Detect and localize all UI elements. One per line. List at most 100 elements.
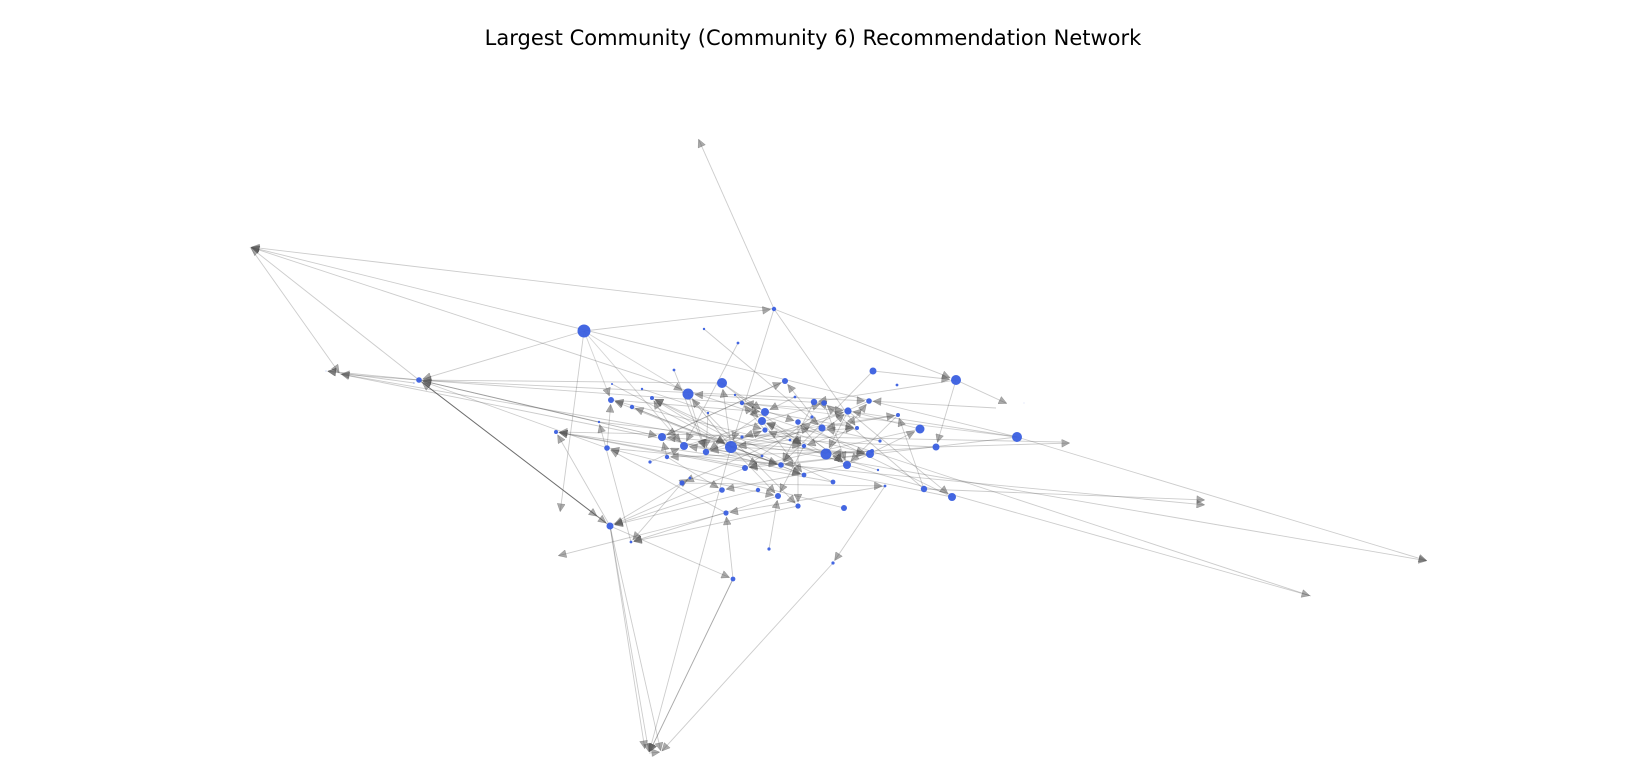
network-node-46 bbox=[801, 472, 807, 478]
network-edge-13 bbox=[423, 383, 611, 527]
network-node-21 bbox=[866, 398, 872, 404]
network-edge-19 bbox=[746, 404, 1018, 438]
network-edge-22 bbox=[872, 370, 949, 379]
network-node-54 bbox=[841, 505, 847, 511]
network-edge-66 bbox=[656, 400, 782, 466]
network-edge-117 bbox=[611, 383, 724, 443]
network-node-44 bbox=[742, 465, 748, 471]
network-node-74 bbox=[760, 454, 764, 458]
network-edge-15 bbox=[424, 382, 608, 449]
network-edge-36 bbox=[723, 390, 732, 448]
network-edge-78 bbox=[611, 450, 727, 514]
network-node-3 bbox=[736, 341, 740, 345]
network-node-63 bbox=[629, 540, 633, 544]
network-node-62 bbox=[606, 522, 614, 530]
network-node-4 bbox=[672, 368, 676, 372]
network-edge-132 bbox=[851, 414, 899, 461]
network-node-20 bbox=[844, 407, 852, 415]
network-node-11 bbox=[413, 382, 415, 384]
network-edge-157 bbox=[418, 379, 596, 516]
network-edge-56 bbox=[616, 401, 827, 455]
network-node-43 bbox=[702, 448, 710, 456]
network-edge-156 bbox=[560, 330, 585, 511]
network-edge-17 bbox=[854, 412, 1018, 438]
network-edge-102 bbox=[651, 397, 724, 443]
network-node-31 bbox=[597, 420, 601, 424]
network-edge-62 bbox=[656, 400, 834, 483]
network-edge-158 bbox=[559, 512, 727, 556]
network-node-14 bbox=[629, 404, 635, 410]
network-node-7 bbox=[782, 378, 788, 384]
network-edge-29 bbox=[899, 419, 925, 490]
network-edge-83 bbox=[609, 525, 729, 577]
network-edge-107 bbox=[328, 371, 415, 384]
network-edge-85 bbox=[558, 435, 611, 527]
network-edge-112 bbox=[690, 447, 763, 457]
network-node-58 bbox=[723, 510, 729, 516]
network-edge-2 bbox=[773, 308, 949, 377]
network-edge-110 bbox=[745, 429, 766, 436]
network-edge-108 bbox=[555, 431, 776, 464]
network-edge-151 bbox=[609, 525, 645, 748]
network-edge-72 bbox=[634, 505, 799, 541]
network-node-73 bbox=[740, 435, 744, 439]
network-edge-41 bbox=[654, 401, 685, 447]
network-edge-129 bbox=[786, 436, 1018, 464]
network-node-2 bbox=[702, 327, 706, 331]
network-edge-127 bbox=[689, 477, 773, 495]
edge-layer bbox=[249, 140, 1426, 753]
network-node-6 bbox=[682, 388, 694, 400]
network-node-81 bbox=[876, 468, 880, 472]
network-edge-79 bbox=[768, 501, 777, 550]
network-node-77 bbox=[733, 393, 737, 397]
network-node-19 bbox=[821, 400, 827, 406]
network-edge-27 bbox=[342, 374, 953, 498]
network-node-15 bbox=[650, 396, 654, 400]
network-edge-141 bbox=[874, 401, 997, 409]
network-edge-67 bbox=[560, 433, 746, 469]
network-node-32 bbox=[658, 433, 666, 441]
network-edge-155 bbox=[606, 447, 1204, 505]
network-node-57 bbox=[948, 493, 956, 501]
network-edge-7 bbox=[583, 330, 682, 390]
network-edge-84 bbox=[609, 480, 687, 527]
network-node-17 bbox=[761, 408, 769, 416]
network-node-34 bbox=[725, 441, 737, 453]
network-edge-124 bbox=[812, 415, 844, 441]
network-edge-114 bbox=[827, 429, 881, 442]
network-edge-134 bbox=[666, 456, 718, 488]
network-node-56 bbox=[920, 485, 928, 493]
network-edge-109 bbox=[598, 421, 800, 446]
network-node-48 bbox=[870, 449, 874, 453]
network-edge-150 bbox=[609, 525, 661, 750]
network-node-5 bbox=[717, 378, 727, 388]
network-title: Largest Community (Community 6) Recommen… bbox=[484, 26, 1142, 50]
network-edge-5 bbox=[583, 330, 609, 395]
network-node-49 bbox=[679, 480, 685, 486]
network-node-76 bbox=[878, 439, 882, 443]
network-edge-50 bbox=[764, 411, 853, 427]
network-edge-99 bbox=[833, 446, 937, 454]
network-edge-20 bbox=[819, 379, 957, 401]
network-node-41 bbox=[648, 460, 652, 464]
network-edge-44 bbox=[687, 393, 704, 447]
network-edge-16 bbox=[424, 381, 600, 423]
network-edge-33 bbox=[730, 413, 843, 448]
network-node-28 bbox=[1012, 432, 1022, 442]
network-edge-14 bbox=[424, 380, 723, 383]
network-edge-60 bbox=[727, 464, 848, 489]
network-edge-154 bbox=[923, 488, 1204, 500]
network-node-26 bbox=[855, 426, 859, 430]
network-node-36 bbox=[801, 443, 807, 449]
network-edge-47 bbox=[721, 382, 760, 409]
network-edge-0 bbox=[583, 309, 770, 332]
network-edge-11 bbox=[418, 379, 864, 401]
network-edge-54 bbox=[788, 385, 823, 429]
node-layer bbox=[325, 306, 1025, 582]
network-edge-93 bbox=[783, 401, 815, 461]
network-edge-153 bbox=[935, 443, 1069, 448]
network-edge-123 bbox=[812, 439, 864, 453]
network-edge-39 bbox=[683, 404, 819, 447]
network-node-27 bbox=[915, 424, 925, 434]
